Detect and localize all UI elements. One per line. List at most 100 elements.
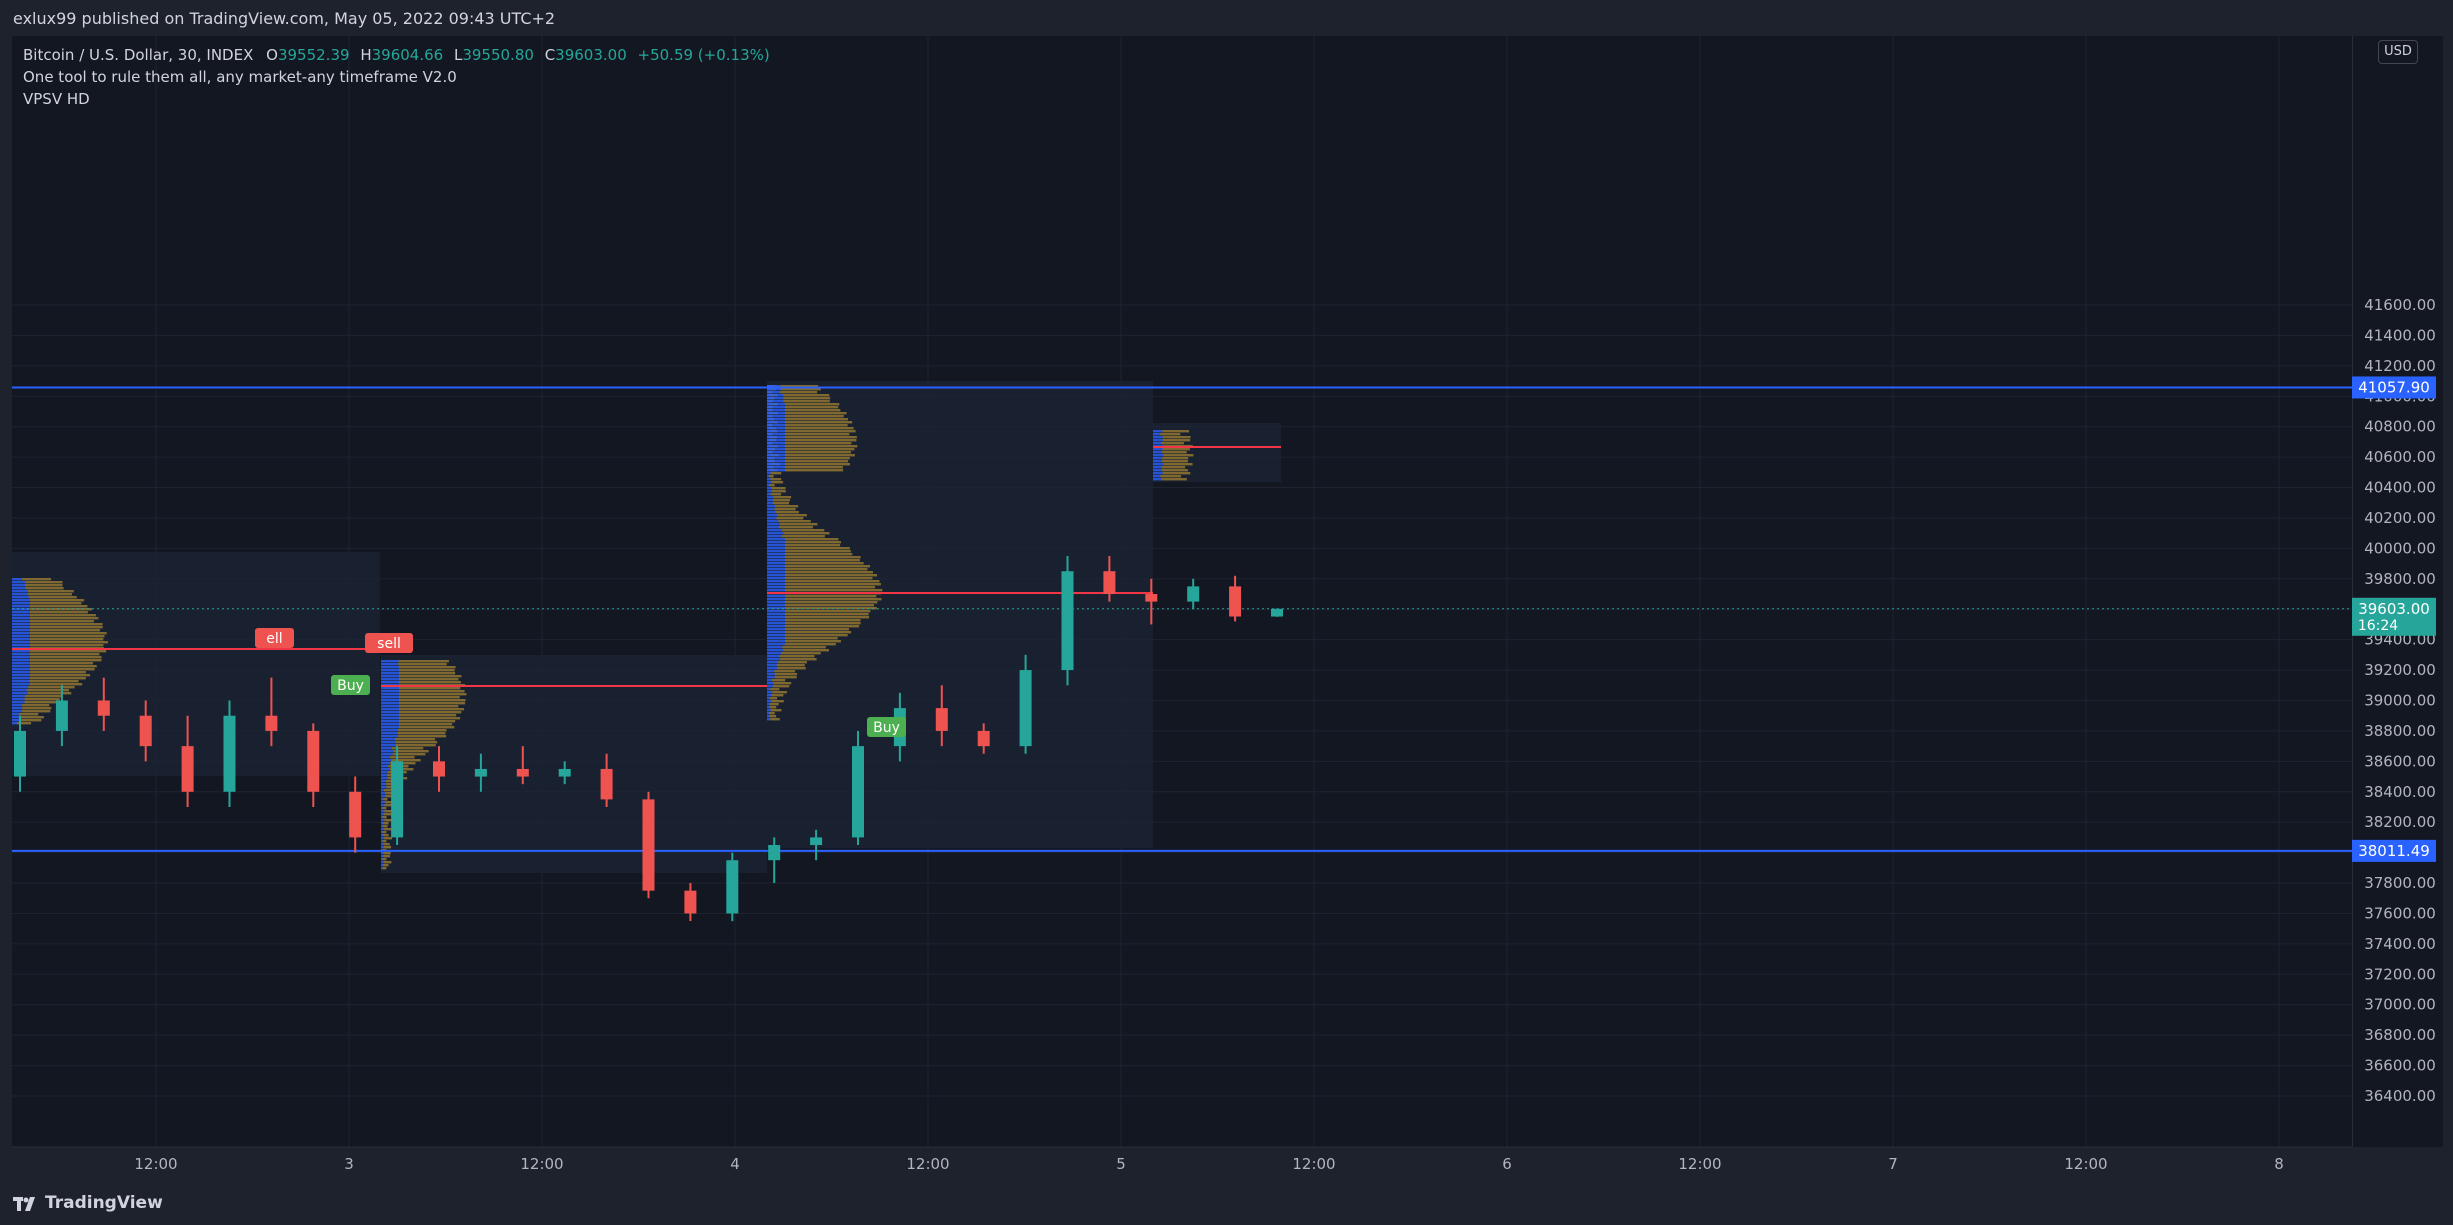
profile-bar-blue (767, 451, 785, 454)
profile-bar (785, 403, 840, 406)
profile-bar-blue (767, 712, 770, 715)
profile-bar-blue (12, 584, 26, 587)
time-tick-label: 12:00 (2064, 1155, 2107, 1173)
profile-bar-blue (12, 710, 22, 713)
profile-bar-blue (1153, 436, 1163, 439)
profile-bar-blue (381, 861, 384, 864)
profile-bar (785, 625, 860, 628)
candle-body (1145, 594, 1158, 602)
profile-bar (27, 692, 72, 695)
profile-bar (785, 619, 861, 622)
profile-bar (770, 718, 780, 721)
profile-bar-blue (1153, 478, 1162, 481)
profile-bar-blue (381, 792, 386, 795)
indicator-2-title[interactable]: VPSV HD (23, 90, 90, 108)
profile-bar-blue (767, 430, 785, 433)
signal-label: Buy (337, 678, 364, 694)
profile-bar (382, 858, 387, 861)
profile-bar-blue (767, 646, 783, 649)
profile-bar (399, 675, 462, 678)
profile-bar-blue (381, 822, 383, 825)
profile-bar-blue (767, 574, 785, 577)
profile-bar (783, 532, 830, 535)
candle-body (1271, 608, 1283, 617)
price-tick-label: 40600.00 (2364, 448, 2436, 466)
profile-bar-blue (381, 840, 383, 843)
profile-bar-blue (767, 511, 776, 514)
price-scale[interactable] (2352, 36, 2443, 1147)
candle-body (935, 708, 948, 731)
profile-bar-blue (12, 671, 30, 674)
profile-bar-blue (767, 616, 785, 619)
profile-bar-blue (12, 602, 30, 605)
profile-bar (399, 681, 461, 684)
profile-bar (398, 660, 449, 663)
profile-bar (24, 701, 61, 704)
profile-bar-blue (12, 674, 30, 677)
signal-badge (365, 633, 413, 653)
resistance-price-badge: 41057.90 (2358, 378, 2430, 396)
profile-bar (1163, 463, 1193, 466)
profile-bar (777, 667, 806, 670)
profile-bar (24, 698, 60, 701)
profile-bar (785, 427, 854, 430)
profile-bar (399, 705, 459, 708)
symbol-name[interactable]: Bitcoin / U.S. Dollar, 30, INDEX (23, 46, 254, 64)
profile-bar (785, 622, 861, 625)
profile-bar-blue (12, 689, 27, 692)
profile-bar-blue (767, 397, 784, 400)
profile-bar (399, 678, 459, 681)
profile-bar (399, 687, 461, 690)
profile-bar (785, 466, 843, 469)
profile-bar (382, 825, 388, 828)
tradingview-logo[interactable]: TradingView (13, 1193, 163, 1213)
profile-bar (1161, 451, 1187, 454)
profile-bar (777, 514, 807, 517)
low-label: L (453, 46, 463, 64)
profile-bar (398, 663, 447, 666)
profile-bar (30, 614, 96, 617)
profile-bar-blue (381, 828, 385, 831)
close-label: C (544, 46, 556, 64)
profile-bar-blue (12, 695, 25, 698)
profile-bar-blue (381, 783, 386, 786)
currency-badge[interactable]: USD (2378, 40, 2418, 64)
profile-bar (397, 732, 446, 735)
profile-bar (785, 598, 882, 601)
profile-bar (785, 577, 873, 580)
tradingview-brand: TradingView (45, 1193, 163, 1213)
candle-body (223, 715, 236, 792)
chart-legend: Bitcoin / U.S. Dollar, 30, INDEX O39552.… (23, 44, 770, 110)
profile-bar (399, 672, 456, 675)
profile-bar-blue (12, 716, 21, 719)
profile-bar-blue (12, 668, 30, 671)
profile-bar-blue (12, 701, 25, 704)
indicator-1-title[interactable]: One tool to rule them all, any market-an… (23, 68, 457, 86)
grid (12, 36, 2352, 1147)
chart-pane[interactable] (12, 36, 2352, 1147)
profile-bar (399, 696, 460, 699)
candle-body (684, 890, 697, 914)
profile-bar-blue (12, 638, 30, 641)
price-tick-label: 40400.00 (2364, 479, 2436, 497)
profile-bar-blue (381, 696, 399, 699)
profile-bar-blue (381, 705, 399, 708)
profile-bar (774, 670, 796, 673)
profile-bar-blue (767, 709, 771, 712)
profile-bar-blue (767, 595, 785, 598)
profile-bar (25, 587, 64, 590)
price-tick-label: 37200.00 (2364, 965, 2436, 983)
profile-bar (21, 704, 50, 707)
profile-bar-blue (767, 580, 785, 583)
profile-bar (30, 641, 108, 644)
profile-bar (780, 385, 819, 388)
profile-bar-blue (12, 698, 25, 701)
profile-bar-blue (1153, 442, 1162, 445)
profile-bar (399, 699, 466, 702)
profile-bar (399, 720, 456, 723)
price-tick-label: 37000.00 (2364, 996, 2436, 1014)
profile-bar-blue (767, 517, 777, 520)
profile-bar (785, 424, 848, 427)
profile-bar (393, 750, 429, 753)
